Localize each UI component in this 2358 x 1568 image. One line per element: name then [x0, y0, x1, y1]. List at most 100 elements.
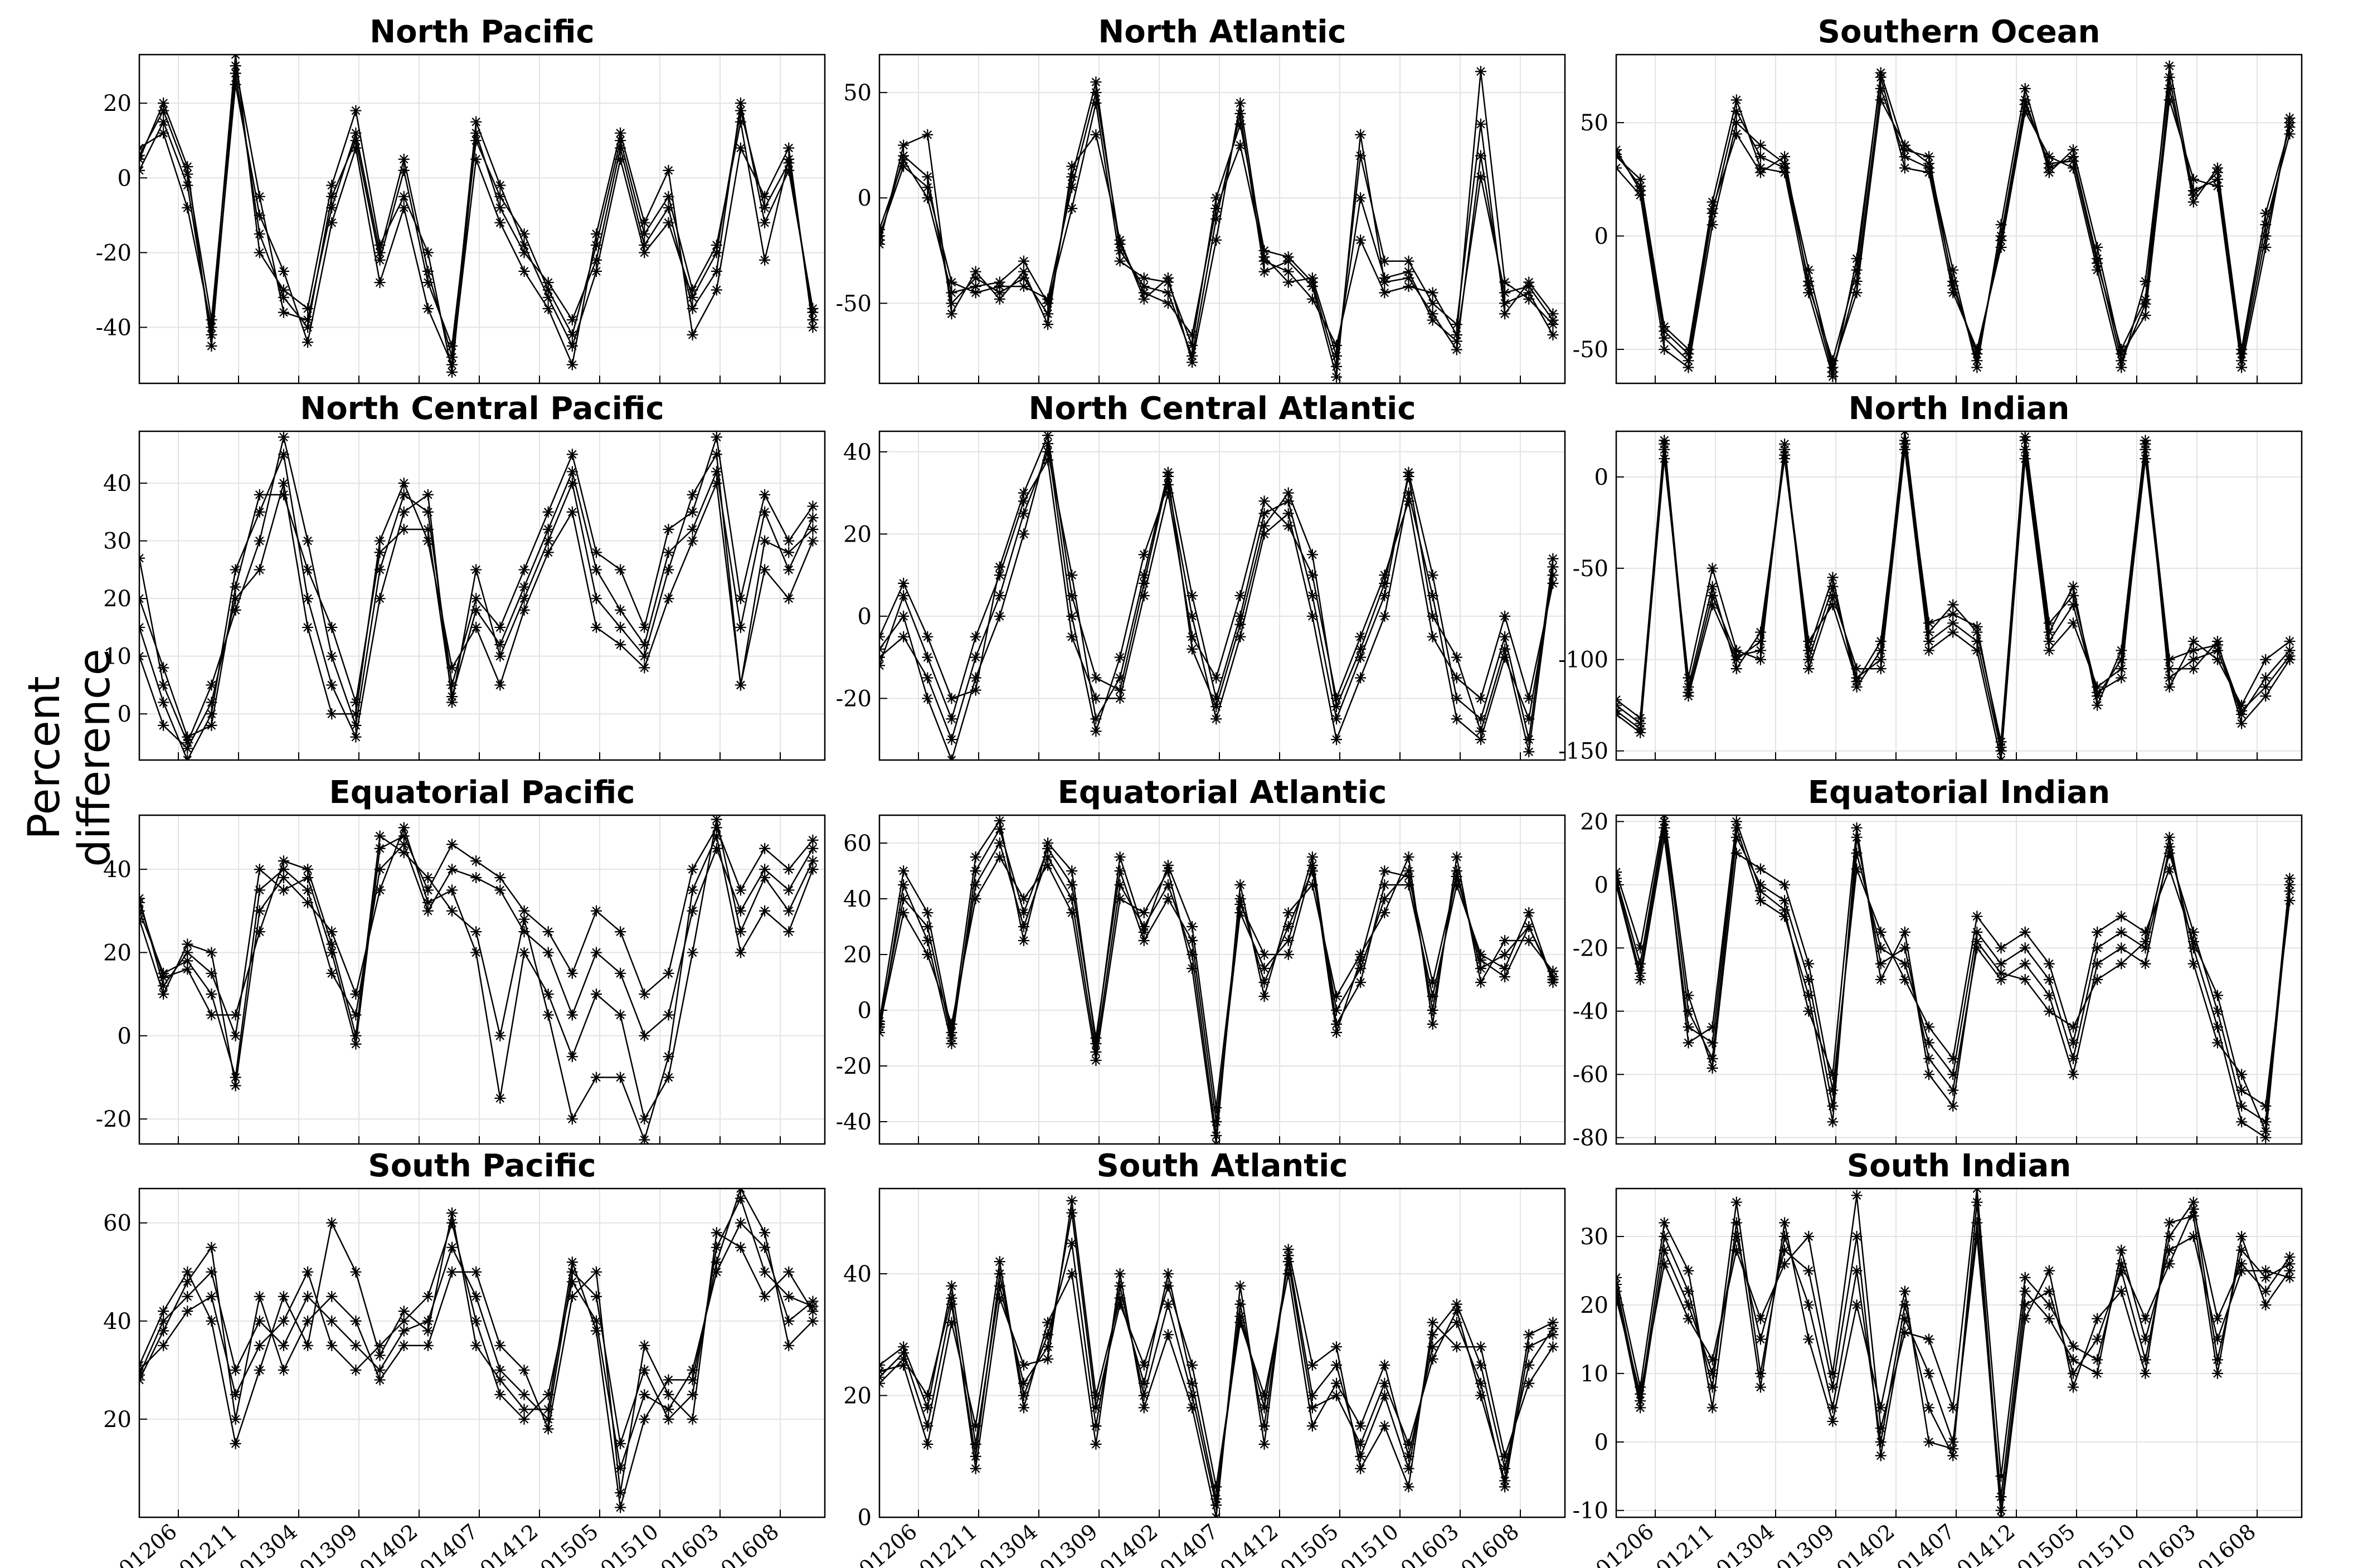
- data-point: [1427, 314, 1438, 326]
- data-point: [2163, 83, 2175, 95]
- data-point: [2092, 241, 2103, 253]
- data-point: [1138, 935, 1150, 946]
- data-point: [711, 822, 722, 834]
- y-tick-label: -80: [1573, 1126, 1608, 1151]
- series-line: [139, 60, 819, 363]
- data-point: [1187, 1359, 1198, 1371]
- data-point: [302, 314, 314, 326]
- series-path: [139, 480, 814, 750]
- data-point: [1114, 1298, 1126, 1310]
- data-point: [1379, 590, 1391, 601]
- data-point: [1523, 1359, 1535, 1371]
- data-point: [542, 1413, 554, 1425]
- data-point: [2043, 958, 2055, 970]
- data-point: [230, 604, 241, 616]
- y-tick-label: -40: [836, 1109, 872, 1135]
- data-point: [446, 691, 458, 703]
- data-point: [398, 478, 410, 489]
- data-point: [566, 1009, 578, 1021]
- data-point: [422, 265, 434, 277]
- data-point: [1282, 935, 1294, 946]
- data-point: [278, 431, 289, 443]
- data-point: [1499, 963, 1511, 974]
- data-point: [182, 168, 193, 180]
- data-point: [807, 1296, 819, 1307]
- data-point: [446, 662, 458, 674]
- data-point: [2019, 453, 2031, 465]
- series-path: [879, 81, 1554, 377]
- data-point: [898, 865, 910, 876]
- data-point: [1475, 693, 1486, 704]
- data-point: [711, 1241, 722, 1253]
- data-point: [1379, 1420, 1391, 1432]
- series-line: [1616, 60, 2296, 367]
- data-point: [1066, 182, 1078, 193]
- data-point: [759, 217, 771, 228]
- data-point: [970, 865, 981, 876]
- data-point: [1018, 921, 1029, 932]
- data-point: [639, 1030, 650, 1041]
- data-point: [591, 228, 602, 240]
- data-point: [1947, 1069, 1959, 1080]
- data-point: [1659, 816, 1670, 827]
- data-point: [1234, 1311, 1246, 1322]
- data-point: [1090, 725, 1102, 737]
- data-point: [1090, 87, 1102, 99]
- data-point: [1258, 991, 1270, 1002]
- data-point: [759, 872, 771, 884]
- data-point: [1187, 631, 1198, 642]
- data-point: [1947, 264, 1959, 276]
- series-line: [1616, 816, 2296, 1137]
- data-point: [1475, 713, 1486, 725]
- y-tick-label: 20: [1580, 809, 1608, 835]
- data-point: [735, 105, 746, 116]
- data-point: [1971, 1196, 1983, 1208]
- data-point: [687, 947, 698, 958]
- data-point: [1706, 599, 1718, 611]
- data-point: [1379, 1390, 1391, 1401]
- data-point: [687, 1389, 698, 1400]
- data-point: [1306, 1390, 1318, 1401]
- series-line: [1616, 815, 2296, 1112]
- data-point: [1635, 1381, 1646, 1393]
- data-point: [1827, 572, 1839, 583]
- data-point: [1451, 319, 1462, 330]
- data-point: [494, 884, 506, 896]
- panel-title: South Indian: [1847, 1148, 2071, 1184]
- data-point: [1827, 1100, 1839, 1112]
- y-tick-label: 20: [103, 586, 132, 612]
- data-point: [711, 265, 722, 277]
- data-point: [2284, 1272, 2296, 1283]
- data-point: [1851, 275, 1863, 287]
- data-point: [1475, 118, 1486, 130]
- data-point: [1162, 860, 1174, 871]
- data-point: [1018, 528, 1029, 540]
- data-point: [2260, 672, 2272, 684]
- data-point: [1803, 287, 1815, 299]
- data-point: [302, 884, 314, 896]
- data-point: [518, 926, 530, 938]
- y-tick-label: 0: [118, 165, 132, 191]
- data-point: [206, 1009, 217, 1021]
- data-point: [1090, 713, 1102, 725]
- data-point: [398, 822, 410, 834]
- x-tick-label: 201412: [465, 1519, 542, 1568]
- y-tick-label: 10: [1580, 1361, 1608, 1387]
- data-point: [1499, 610, 1511, 622]
- data-point: [1162, 479, 1174, 490]
- y-tick-label: 0: [1594, 1430, 1608, 1455]
- data-point: [759, 254, 771, 266]
- data-point: [566, 449, 578, 460]
- data-point: [1827, 1402, 1839, 1414]
- data-point: [254, 247, 265, 259]
- data-point: [1355, 1450, 1367, 1462]
- data-point: [615, 1072, 626, 1083]
- data-point: [374, 564, 386, 576]
- data-point: [1851, 253, 1863, 265]
- data-point: [470, 621, 482, 633]
- data-point: [518, 604, 530, 616]
- data-point: [2116, 942, 2127, 954]
- data-point: [206, 329, 217, 340]
- data-point: [2140, 309, 2151, 321]
- data-point: [1706, 590, 1718, 601]
